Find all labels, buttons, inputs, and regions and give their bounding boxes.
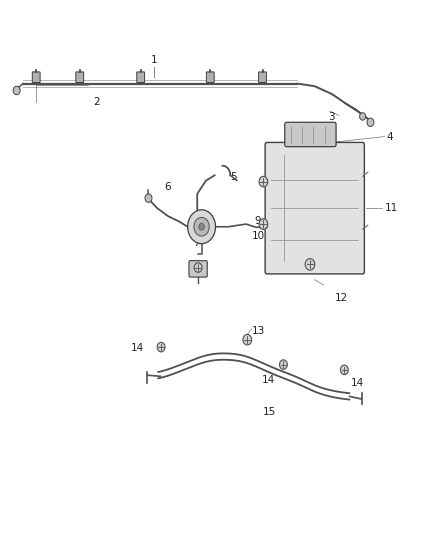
Circle shape <box>194 263 202 272</box>
Text: 14: 14 <box>261 375 275 385</box>
Circle shape <box>187 210 215 244</box>
Circle shape <box>259 176 268 187</box>
FancyBboxPatch shape <box>137 72 145 83</box>
Text: 3: 3 <box>328 112 335 122</box>
FancyBboxPatch shape <box>189 261 207 277</box>
Circle shape <box>13 86 20 95</box>
Circle shape <box>157 342 165 352</box>
Circle shape <box>340 365 348 375</box>
Circle shape <box>194 217 209 236</box>
Text: 6: 6 <box>165 182 171 192</box>
Circle shape <box>360 113 366 120</box>
Text: 7: 7 <box>193 238 199 248</box>
Text: 11: 11 <box>385 203 398 213</box>
Circle shape <box>199 223 205 230</box>
Circle shape <box>305 259 315 270</box>
Text: 10: 10 <box>252 231 265 241</box>
Text: 14: 14 <box>131 343 144 353</box>
Text: 1: 1 <box>150 55 157 65</box>
Circle shape <box>243 334 252 345</box>
Text: 14: 14 <box>351 378 364 388</box>
FancyBboxPatch shape <box>265 142 364 274</box>
Circle shape <box>259 219 268 229</box>
FancyBboxPatch shape <box>285 122 336 147</box>
Text: 15: 15 <box>262 407 276 417</box>
Text: 13: 13 <box>252 327 265 336</box>
Text: 9: 9 <box>254 216 261 227</box>
Circle shape <box>279 360 287 369</box>
FancyBboxPatch shape <box>76 72 84 83</box>
Text: 5: 5 <box>230 172 237 182</box>
FancyBboxPatch shape <box>32 72 40 83</box>
FancyBboxPatch shape <box>258 72 266 83</box>
FancyBboxPatch shape <box>206 72 214 83</box>
Circle shape <box>367 118 374 126</box>
Text: 4: 4 <box>387 132 393 142</box>
Text: 8: 8 <box>188 269 195 279</box>
Text: 12: 12 <box>334 293 348 303</box>
Circle shape <box>145 194 152 203</box>
Text: 2: 2 <box>93 97 99 107</box>
